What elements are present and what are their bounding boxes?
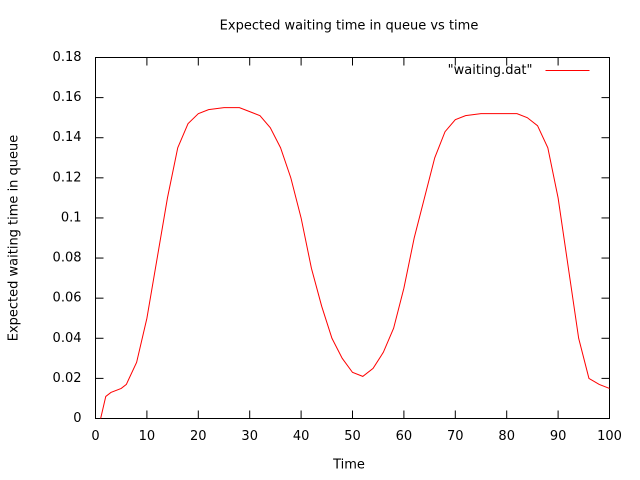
y-tick-label: 0 [73, 411, 81, 426]
series-line [100, 107, 610, 419]
x-tick-label: 0 [91, 429, 99, 444]
x-tick-label: 20 [190, 429, 207, 444]
x-tick-label: 10 [139, 429, 156, 444]
y-tick-label: 0.06 [53, 291, 82, 306]
x-tick-label: 60 [396, 429, 413, 444]
legend-label: "waiting.dat" [448, 63, 533, 78]
x-tick-label: 50 [344, 429, 361, 444]
x-tick-label: 40 [293, 429, 310, 444]
y-tick-label: 0.16 [53, 90, 82, 105]
y-axis-label: Expected waiting time in queue [7, 135, 22, 342]
x-tick-label: 80 [498, 429, 515, 444]
x-tick-label: 90 [550, 429, 567, 444]
y-tick-label: 0.02 [53, 371, 82, 386]
x-tick-label: 70 [447, 429, 464, 444]
x-tick-label: 100 [597, 429, 622, 444]
y-tick-label: 0.14 [53, 130, 82, 145]
y-tick-label: 0.1 [61, 210, 82, 225]
y-tick-label: 0.08 [53, 251, 82, 266]
y-tick-label: 0.04 [53, 331, 82, 346]
y-tick-label: 0.12 [53, 170, 82, 185]
chart-title: Expected waiting time in queue vs time [220, 19, 479, 34]
x-axis-label: Time [332, 458, 365, 473]
x-tick-label: 30 [241, 429, 258, 444]
y-tick-label: 0.18 [53, 50, 82, 65]
plot-border [95, 57, 610, 419]
